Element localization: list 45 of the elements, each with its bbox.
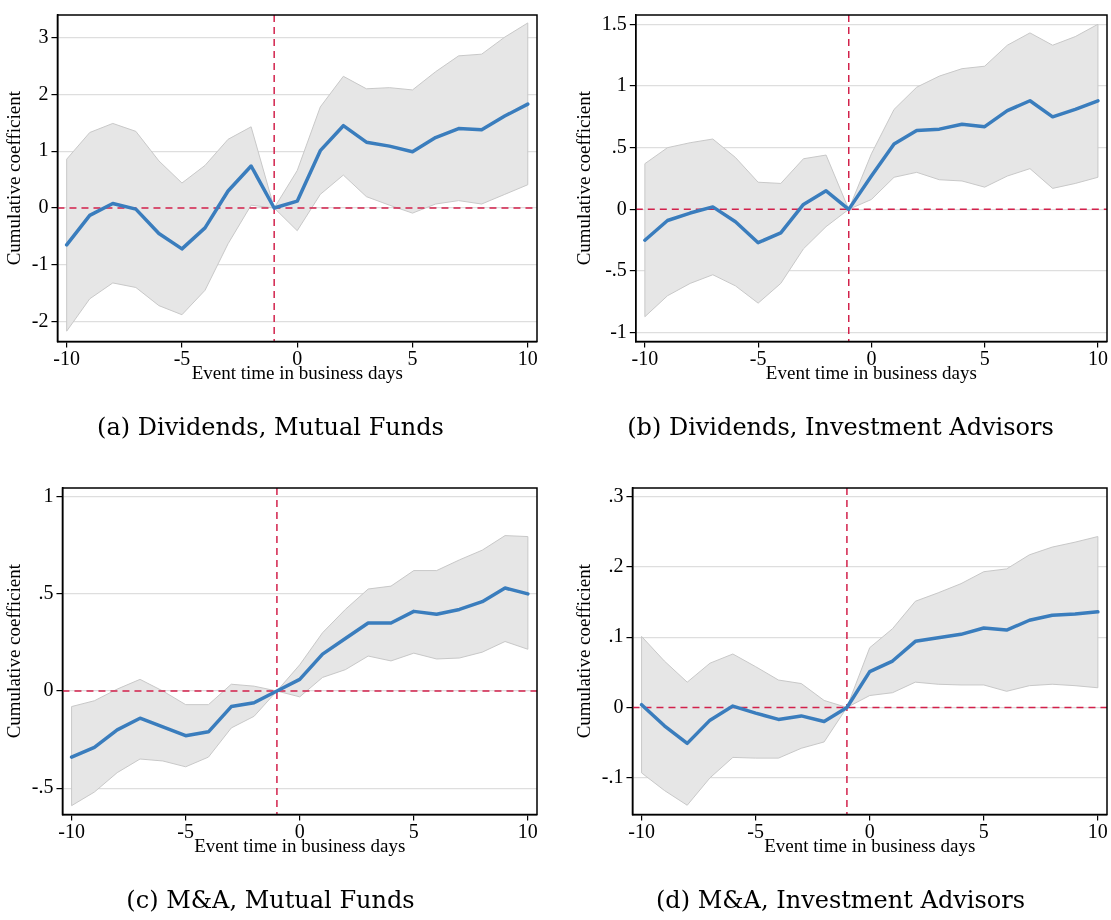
- y-tick-label: -1: [610, 320, 627, 343]
- y-tick-label: .1: [608, 624, 624, 647]
- x-tick-label: -5: [749, 346, 767, 369]
- x-tick-label: -10: [631, 346, 659, 369]
- x-tick-label: -5: [173, 346, 191, 369]
- x-tick-label: -5: [747, 819, 764, 842]
- x-tick-label: 10: [1087, 819, 1108, 842]
- x-tick-label: 10: [1087, 346, 1108, 369]
- y-tick-label: 0: [616, 196, 627, 219]
- y-tick-label: 3: [38, 24, 49, 47]
- x-tick-label: -5: [177, 819, 194, 842]
- x-tick-label: 5: [407, 346, 418, 369]
- y-tick-label: 2: [38, 81, 49, 104]
- x-tick-label: 10: [517, 819, 538, 842]
- text: (a) Dividends, Mutual Funds: [97, 412, 444, 441]
- y-tick-label: 1.5: [601, 11, 627, 34]
- y-tick-label: 1: [43, 483, 54, 506]
- x-tick-label: 10: [517, 346, 538, 369]
- y-tick-label: -.5: [605, 258, 627, 281]
- x-tick-label: 5: [408, 819, 419, 842]
- text: (c) M&A, Mutual Funds: [126, 885, 415, 914]
- y-tick-label: -.5: [31, 775, 54, 798]
- y-tick-label: -.1: [601, 765, 624, 788]
- y-tick-label: .3: [608, 483, 624, 506]
- x-tick-label: -10: [58, 819, 85, 842]
- x-tick-label: 5: [979, 346, 990, 369]
- y-tick-label: -2: [31, 308, 49, 331]
- y-tick-label: .2: [608, 554, 624, 577]
- x-tick-label: 5: [978, 819, 989, 842]
- text: (d) M&A, Investment Advisors: [655, 885, 1026, 914]
- y-axis-title: Cumulative coefficient: [3, 563, 25, 739]
- x-tick-label: -10: [628, 819, 655, 842]
- y-tick-label: 1: [616, 73, 627, 96]
- y-tick-label: .5: [38, 581, 54, 604]
- y-tick-label: 0: [43, 678, 54, 701]
- y-axis-title: Cumulative coefficient: [573, 563, 595, 739]
- y-tick-label: .5: [611, 134, 627, 157]
- y-axis-title: Cumulative coefficient: [573, 90, 595, 266]
- y-tick-label: 0: [38, 195, 49, 218]
- x-tick-label: -10: [53, 346, 81, 369]
- y-axis-title: Cumulative coefficient: [3, 90, 25, 266]
- y-tick-label: -1: [31, 252, 49, 275]
- y-tick-label: 1: [38, 138, 49, 161]
- y-tick-label: 0: [613, 694, 624, 717]
- text: (b) Dividends, Investment Advisors: [627, 412, 1054, 441]
